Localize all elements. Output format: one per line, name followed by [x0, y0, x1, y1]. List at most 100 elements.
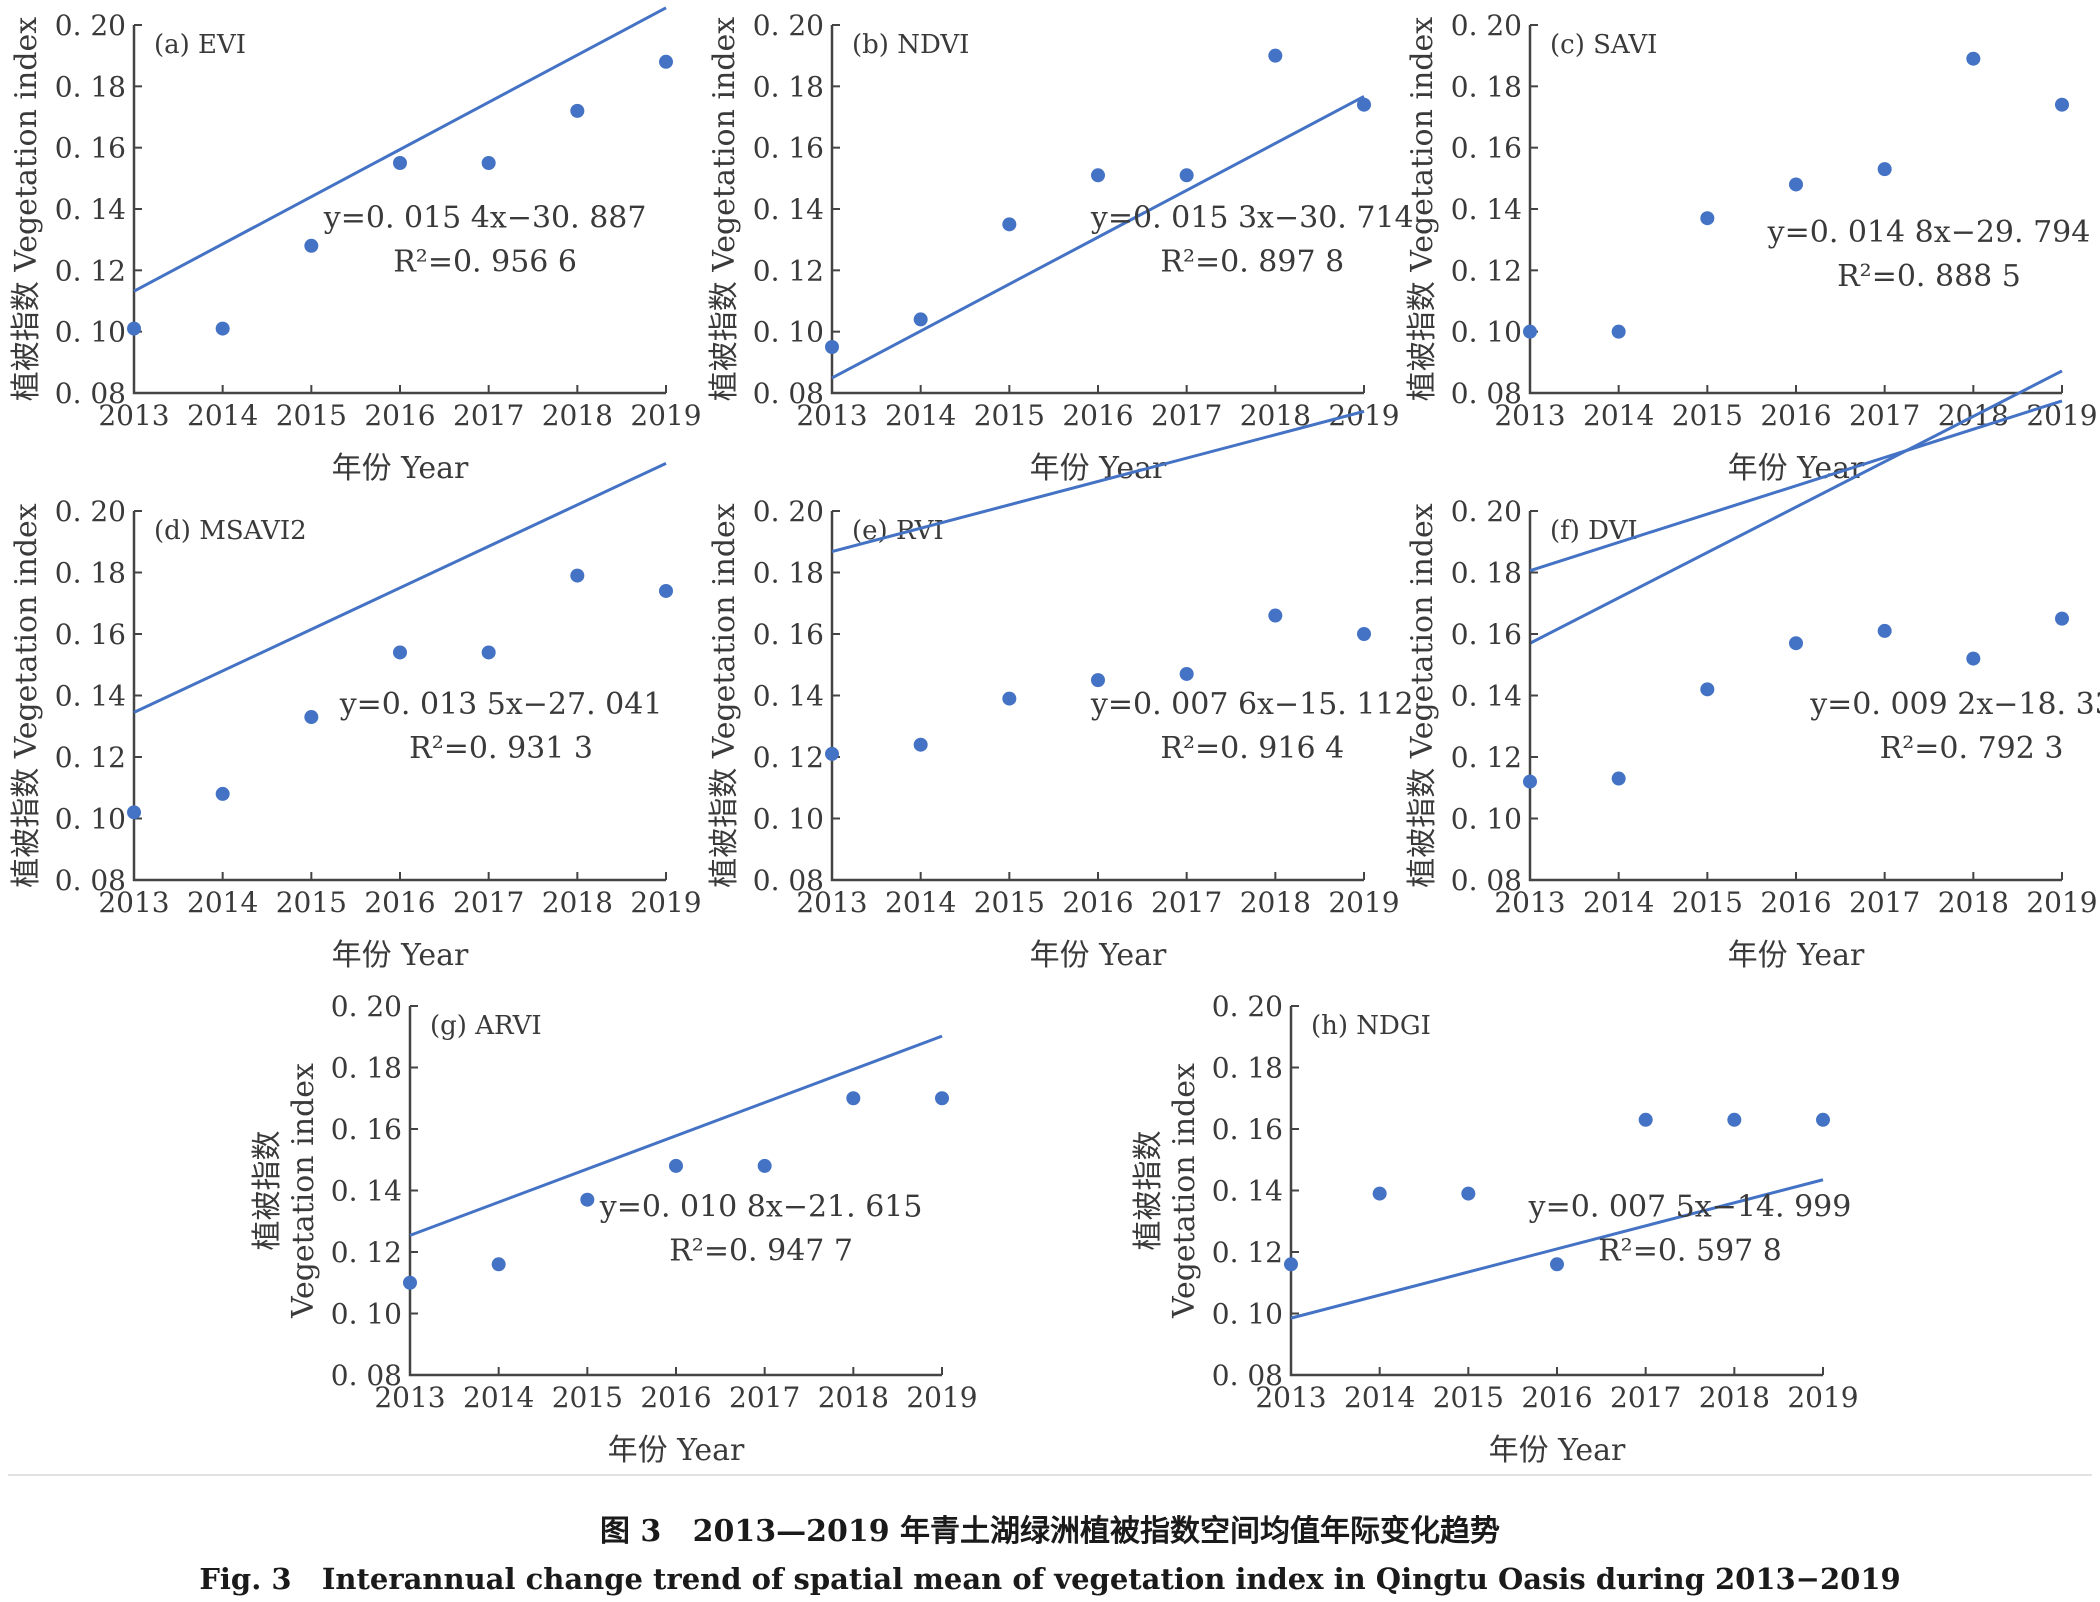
r-squared-label: R²=0. 897 8	[1160, 244, 1344, 279]
x-tick-label: 2014	[1344, 1381, 1415, 1414]
x-tick-label: 2016	[1521, 1381, 1592, 1414]
y-tick-label: 0. 12	[1451, 741, 1522, 774]
data-point	[1966, 651, 1981, 666]
y-axis-title: 植被指数 Vegetation index	[1405, 17, 1440, 402]
x-tick-label: 2014	[187, 399, 258, 432]
data-point	[127, 321, 141, 336]
y-tick-label: 0. 20	[1212, 990, 1283, 1023]
trend-line	[133, 6, 667, 293]
y-tick-label: 0. 16	[55, 618, 126, 651]
data-point	[1727, 1112, 1742, 1127]
data-point	[127, 805, 141, 820]
y-tick-label: 0. 18	[55, 70, 126, 103]
x-tick-label: 2014	[463, 1381, 534, 1414]
y-tick-label: 0. 16	[331, 1113, 402, 1146]
y-tick-label: 0. 08	[55, 377, 126, 410]
regression-equation: y=0. 015 3x−30. 714	[1090, 200, 1414, 235]
data-point	[659, 583, 673, 598]
data-point	[304, 238, 319, 253]
trend-line	[831, 409, 1365, 554]
data-point	[393, 645, 407, 660]
x-tick-label: 2016	[1760, 399, 1831, 432]
x-tick-label: 2015	[276, 399, 347, 432]
data-point	[2055, 611, 2069, 626]
y-tick-label: 0. 18	[753, 557, 824, 590]
chart-panel-2: 0. 08 0. 10 0. 12 0. 14 0. 16 0. 18 0. 20 2013 2…	[707, 9, 1414, 486]
x-tick-label: 2017	[1151, 886, 1222, 919]
data-point	[1091, 168, 1105, 183]
x-tick-label: 2019	[630, 886, 701, 919]
x-tick-label: 2015	[974, 886, 1045, 919]
data-point	[1789, 177, 1803, 192]
y-tick-label: 0. 10	[55, 803, 126, 836]
chart-panel-7: 0. 08 0. 10 0. 12 0. 14 0. 16 0. 18 0. 20 2013 2…	[250, 990, 978, 1468]
data-point	[1284, 1257, 1298, 1272]
y-axis-title-english: Vegetation index	[1167, 1063, 1202, 1319]
x-tick-label: 2019	[2026, 399, 2097, 432]
y-axis-title: 植被指数 Vegetation index	[9, 17, 44, 402]
data-point	[846, 1091, 861, 1106]
x-axis-title: 年份 Year	[1728, 938, 1865, 973]
chart-panel-8: 0. 08 0. 10 0. 12 0. 14 0. 16 0. 18 0. 20 2013 2…	[1131, 990, 1859, 1468]
chart-panel-1: 0. 08 0. 10 0. 12 0. 14 0. 16 0. 18 0. 20 2013 2…	[9, 6, 702, 486]
x-tick-label: 2014	[885, 886, 956, 919]
x-tick-label: 2018	[818, 1381, 889, 1414]
y-tick-label: 0. 16	[753, 618, 824, 651]
data-point	[1700, 211, 1715, 226]
x-tick-label: 2019	[630, 399, 701, 432]
y-tick-label: 0. 14	[55, 193, 126, 226]
y-tick-label: 0. 20	[753, 9, 824, 42]
x-axis-title: 年份 Year	[332, 451, 469, 486]
regression-equation: y=0. 009 2x−18. 339	[1809, 687, 2100, 722]
x-tick-label: 2018	[542, 399, 613, 432]
y-tick-label: 0. 20	[55, 495, 126, 528]
r-squared-label: R²=0. 947 7	[669, 1233, 853, 1268]
data-point	[580, 1192, 595, 1207]
data-point	[215, 786, 230, 801]
y-tick-label: 0. 18	[331, 1052, 402, 1085]
y-tick-label: 0. 08	[753, 864, 824, 897]
x-tick-label: 2019	[906, 1381, 977, 1414]
y-axis-title-chinese: 植被指数	[250, 1131, 285, 1251]
y-tick-label: 0. 14	[753, 680, 824, 713]
y-axis-title: 植被指数 Vegetation index	[9, 503, 44, 888]
y-tick-label: 0. 12	[331, 1236, 402, 1269]
x-tick-label: 2016	[364, 399, 435, 432]
y-tick-label: 0. 08	[753, 377, 824, 410]
x-tick-label: 2013	[796, 399, 867, 432]
data-point	[825, 746, 839, 761]
y-tick-label: 0. 10	[753, 803, 824, 836]
data-point	[1789, 636, 1803, 651]
y-tick-label: 0. 12	[1451, 254, 1522, 287]
y-tick-label: 0. 18	[1212, 1052, 1283, 1085]
figure-caption-english: Fig. 3 Interannual change trend of spati…	[199, 1562, 1901, 1596]
regression-equation: y=0. 007 5x−14. 999	[1528, 1189, 1852, 1224]
data-point	[1611, 771, 1626, 786]
y-tick-label: 0. 08	[55, 864, 126, 897]
data-point	[1966, 51, 1981, 66]
x-tick-label: 2016	[364, 886, 435, 919]
data-point	[1638, 1112, 1653, 1127]
x-tick-label: 2019	[1328, 886, 1399, 919]
x-tick-label: 2017	[729, 1381, 800, 1414]
x-tick-label: 2014	[187, 886, 258, 919]
data-point	[481, 645, 496, 660]
x-tick-label: 2018	[542, 886, 613, 919]
data-point	[393, 156, 407, 170]
x-tick-label: 2013	[1494, 886, 1565, 919]
panel-label: (b) NDVI	[852, 30, 969, 60]
y-tick-label: 0. 18	[55, 557, 126, 590]
x-tick-label: 2015	[1433, 1381, 1504, 1414]
axis-lines	[1528, 25, 2062, 395]
y-axis-title: 植被指数 Vegetation index	[707, 17, 742, 402]
y-tick-label: 0. 14	[1212, 1175, 1283, 1208]
x-tick-label: 2016	[1760, 886, 1831, 919]
data-point	[1179, 168, 1194, 183]
r-squared-label: R²=0. 931 3	[409, 731, 593, 766]
regression-equation: y=0. 010 8x−21. 615	[599, 1189, 923, 1224]
data-point	[215, 321, 230, 336]
trend-line	[133, 461, 667, 714]
y-tick-label: 0. 18	[1451, 557, 1522, 590]
trend-line	[1529, 369, 2063, 645]
y-axis-title-english: Vegetation index	[286, 1063, 321, 1319]
